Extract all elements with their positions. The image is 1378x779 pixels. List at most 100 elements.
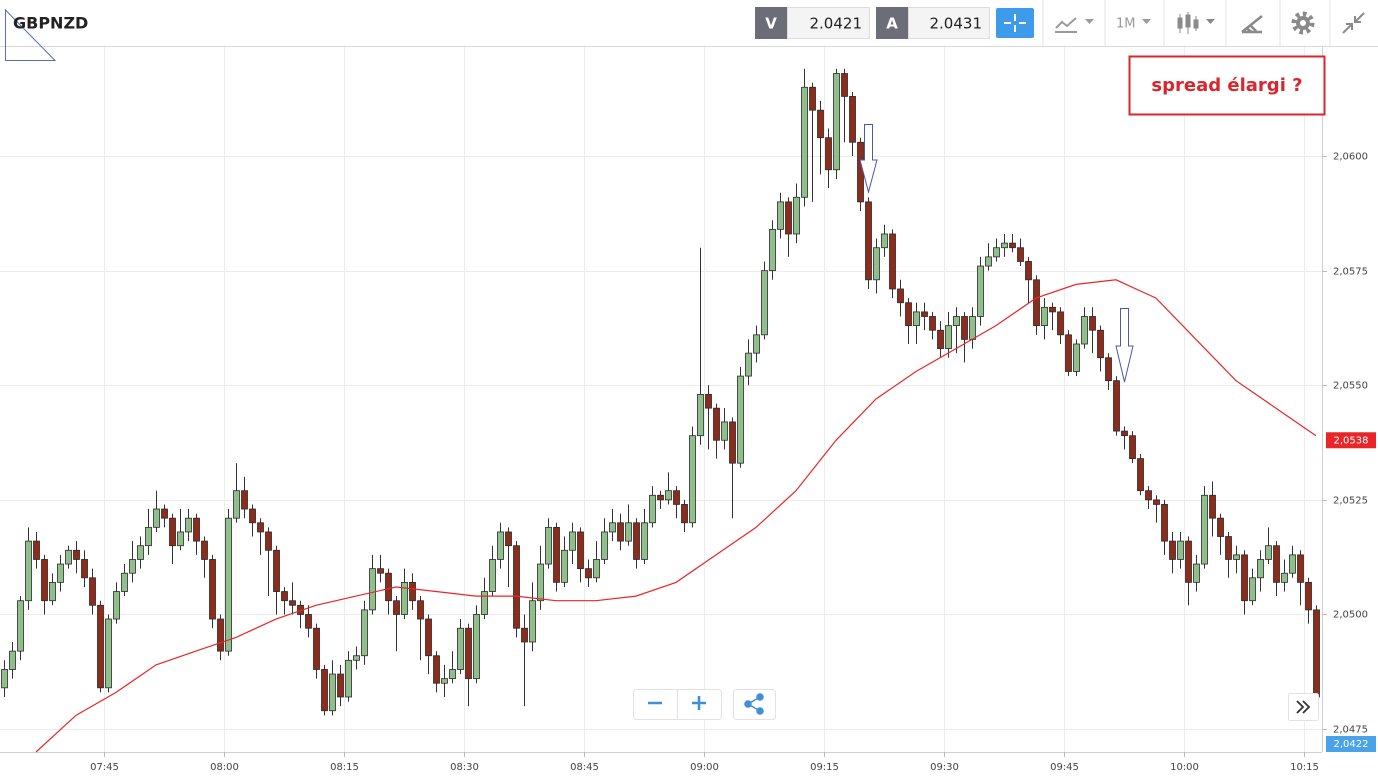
candle-body (105, 618, 112, 689)
crosshair-button[interactable] (996, 8, 1034, 38)
candle-body (161, 508, 168, 519)
drawing-tools-button[interactable] (1241, 15, 1263, 34)
candle-body (897, 288, 904, 304)
candle-style-button[interactable] (1177, 12, 1215, 34)
candle-body (1073, 343, 1080, 372)
candle-body (737, 375, 744, 464)
candle-body (97, 604, 104, 689)
dropdown-caret (1142, 19, 1151, 24)
plot-area (1, 68, 1320, 753)
candle-body (865, 201, 872, 281)
candle-body (1025, 261, 1032, 281)
candle-body (1089, 316, 1096, 331)
candle-body (969, 316, 976, 340)
candle-body (49, 581, 56, 602)
candle-body (249, 508, 256, 524)
candle-body (553, 526, 560, 583)
candle-body (849, 96, 856, 143)
candle-body (33, 540, 40, 560)
candle-body (761, 270, 768, 336)
zoom-in-button[interactable] (692, 696, 706, 710)
share-button[interactable] (733, 689, 776, 720)
candle-body (233, 490, 240, 519)
candle-body (641, 522, 648, 560)
candle-body (937, 329, 944, 349)
gear-teeth (1291, 11, 1315, 35)
candle-body (1209, 494, 1216, 519)
candle-body (1065, 334, 1072, 372)
candle-body (993, 247, 1000, 258)
zoom-controls (633, 689, 1319, 721)
candle-body (129, 559, 136, 574)
candle-body (1145, 490, 1152, 501)
bid-price: 2.0421 (810, 15, 863, 33)
candle-body (265, 531, 272, 551)
candle-body (529, 600, 536, 643)
bid-price-tag: 2,0422 (1334, 739, 1369, 750)
candle-body (305, 614, 312, 629)
candle-body (1121, 430, 1128, 437)
chart-type-button[interactable] (1055, 17, 1094, 33)
candle-body (113, 591, 120, 620)
candle-body (257, 522, 264, 533)
candle-body (1033, 279, 1040, 327)
candle-body (769, 228, 776, 272)
candle-body (713, 407, 720, 441)
candle-body (1105, 357, 1112, 382)
down-arrow (859, 124, 878, 194)
moving-average (35, 279, 1317, 753)
candle-body (1017, 247, 1024, 262)
y-tick-label: 2,0525 (1333, 496, 1368, 507)
candle-body (121, 572, 128, 592)
candle-body (433, 655, 440, 684)
candle-body (65, 549, 72, 565)
candle-body (1001, 242, 1008, 249)
candle-body (313, 627, 320, 670)
x-tick-label: 10:00 (1170, 762, 1199, 773)
draw-icon (1241, 15, 1263, 34)
bid-box[interactable]: V 2.0421 (755, 7, 870, 39)
candle-body (913, 311, 920, 327)
candle-body (657, 494, 664, 501)
candle-body (889, 233, 896, 290)
settings-button[interactable] (1291, 11, 1315, 35)
annotation-box (1128, 55, 1326, 116)
collapse-button[interactable] (1342, 12, 1365, 34)
corner-tool (5, 8, 57, 61)
candle-body (1193, 563, 1200, 583)
candle-body (665, 490, 672, 501)
candle-body (17, 600, 24, 652)
candle-body (585, 568, 592, 579)
candle-body (369, 568, 376, 611)
timeframe-button[interactable]: 1M (1116, 17, 1151, 32)
share-icon (744, 693, 764, 715)
candle-body (1161, 504, 1168, 542)
candle-body (505, 531, 512, 547)
candle-body (1113, 380, 1120, 432)
candle-body (545, 526, 552, 565)
down-arrow (1115, 308, 1134, 383)
ask-bg (908, 7, 990, 39)
candle-body (689, 435, 696, 524)
candle-body (209, 559, 216, 620)
candle-body (953, 316, 960, 327)
ask-box[interactable]: A 2.0431 (876, 7, 990, 39)
candle-body (81, 559, 88, 579)
x-tick-label: 09:00 (690, 762, 719, 773)
candle-body (1313, 609, 1320, 698)
collapse-icon (1342, 12, 1365, 34)
candle-body (225, 517, 232, 652)
candle-body (289, 600, 296, 606)
candle-body (217, 618, 224, 652)
candle-body (1049, 306, 1056, 313)
candle-body (929, 316, 936, 331)
x-tick-label: 08:45 (570, 762, 599, 773)
x-tick-label: 10:15 (1290, 762, 1319, 773)
candle-body (345, 659, 352, 698)
candle-body (745, 352, 752, 377)
crosshair-icon (1004, 14, 1026, 32)
candle-body (385, 572, 392, 602)
candle-body (1137, 458, 1144, 492)
